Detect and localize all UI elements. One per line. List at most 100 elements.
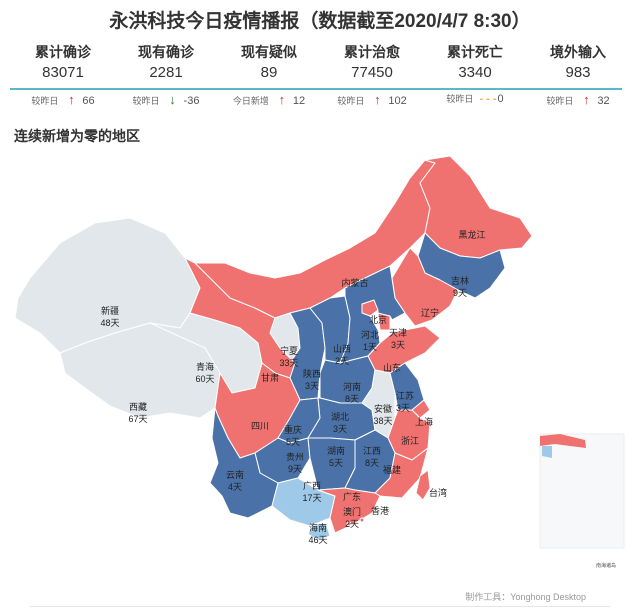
- divider: [10, 88, 622, 90]
- label-shanxi-name: 山西: [333, 344, 351, 354]
- stat-label: 累计治愈: [344, 44, 400, 60]
- label-zhejiang-name: 浙江: [401, 435, 419, 446]
- label-shaanxi-name: 陕西: [303, 368, 321, 379]
- stat-value: 77450: [351, 64, 393, 81]
- delta-label: 较昨日: [546, 96, 574, 106]
- region-macau[interactable]: [346, 521, 352, 527]
- label-ningxia-days: 33天: [279, 358, 298, 368]
- credit-text: 制作工具：Yonghong Desktop: [465, 592, 586, 602]
- label-qinghai-days: 60天: [195, 374, 214, 384]
- region-fujian[interactable]: [374, 447, 429, 499]
- delta-value: 12: [292, 95, 306, 107]
- delta-label: 较昨日: [337, 96, 365, 106]
- label-inner-mongolia-name: 内蒙古: [341, 277, 368, 288]
- page-title: 永洪科技今日疫情播报（数据截至2020/4/7 8:30）: [109, 11, 531, 32]
- label-anhui-days: 38天: [373, 416, 392, 426]
- label-guangxi-days: 17天: [302, 493, 321, 503]
- inset-coast-blue: [542, 446, 552, 458]
- stat-delta: 较昨日 ↑ 102: [321, 92, 423, 107]
- region-hainan[interactable]: [307, 522, 331, 541]
- bottom-divider: [30, 606, 610, 607]
- label-macau-name: 澳门: [343, 506, 361, 517]
- stat-label: 累计确诊: [35, 44, 91, 60]
- stat-label: 境外输入: [550, 44, 606, 60]
- label-anhui-name: 安徽: [374, 403, 392, 414]
- stats-bar: 累计确诊 83071 较昨日 ↑ 66 现有确诊 2281 较昨日 ↓ -36 现有疑似…: [12, 40, 628, 110]
- stat-delta: 较昨日 - - -0: [424, 92, 526, 105]
- label-shaanxi-days: 3天: [305, 381, 319, 391]
- stat-cured: 累计治愈 77450 较昨日 ↑ 102: [321, 40, 423, 110]
- stat-delta: 较昨日 ↑ 66: [12, 92, 114, 107]
- arrow-up-icon: ↑: [278, 92, 286, 107]
- label-tibet-name: 西藏: [129, 401, 147, 412]
- label-hebei-name: 河北: [361, 329, 379, 340]
- stat-imported: 境外输入 983 较昨日 ↑ 32: [527, 40, 629, 110]
- stat-value: 983: [565, 64, 591, 81]
- label-henan-days: 8天: [345, 394, 359, 404]
- delta-label: 较昨日: [446, 94, 474, 104]
- stat-label: 现有疑似: [241, 44, 297, 60]
- label-hongkong-name: 香港: [371, 505, 389, 516]
- label-qinghai-name: 青海: [196, 361, 214, 372]
- stat-current-confirmed: 现有确诊 2281 较昨日 ↓ -36: [115, 40, 217, 110]
- label-xinjiang-name: 新疆: [101, 305, 119, 316]
- label-ningxia-name: 宁夏: [280, 345, 298, 356]
- label-beijing-name: 北京: [369, 314, 387, 325]
- inset-label: 南海诸岛: [596, 563, 617, 569]
- label-tianjin-days: 3天: [391, 340, 405, 350]
- label-jilin-days: 9天: [453, 288, 467, 298]
- stat-label: 累计死亡: [447, 44, 503, 60]
- label-jiangsu-days: 3天: [396, 403, 410, 413]
- label-sichuan-name: 四川: [251, 421, 269, 431]
- label-yunnan-days: 4天: [228, 482, 242, 492]
- label-shanxi-days: 2天: [335, 356, 349, 366]
- label-heilongjiang-name: 黑龙江: [458, 229, 485, 240]
- label-guangxi-name: 广西: [303, 480, 321, 491]
- label-chongqing-name: 重庆: [284, 424, 302, 435]
- stat-label: 现有确诊: [138, 44, 194, 60]
- delta-value: 0: [497, 93, 504, 105]
- region-guangdong[interactable]: [317, 487, 381, 534]
- label-tianjin-name: 天津: [389, 328, 407, 338]
- label-liaoning-name: 辽宁: [421, 307, 439, 318]
- label-hunan-days: 5天: [329, 458, 343, 468]
- stat-deaths: 累计死亡 3340 较昨日 - - -0: [424, 40, 526, 110]
- china-map: 新疆 48天 西藏 67天 青海 60天 甘肃 宁夏 33天 内蒙古 黑龙江 吉…: [14, 155, 625, 549]
- region-taiwan[interactable]: [415, 469, 431, 501]
- delta-label: 较昨日: [132, 96, 160, 106]
- stat-value: 83071: [42, 64, 84, 81]
- arrow-up-icon: ↑: [68, 92, 75, 107]
- region-hebei[interactable]: [339, 265, 406, 364]
- stat-value: 3340: [458, 64, 492, 81]
- map-section-title: 连续新增为零的地区: [14, 128, 140, 144]
- label-hainan-name: 海南: [309, 522, 327, 533]
- label-hubei-days: 3天: [333, 424, 347, 434]
- delta-value: 66: [82, 95, 95, 107]
- arrow-up-icon: ↑: [374, 92, 381, 107]
- stat-delta: 今日新增 ↑ 12: [218, 92, 320, 107]
- label-hubei-name: 湖北: [331, 412, 349, 422]
- label-gansu-name: 甘肃: [261, 372, 279, 383]
- label-chongqing-days: 5天: [286, 437, 300, 447]
- stat-suspected: 现有疑似 89 今日新增 ↑ 12: [218, 40, 320, 110]
- label-yunnan-name: 云南: [226, 469, 244, 480]
- delta-value: -36: [183, 95, 200, 107]
- region-hongkong[interactable]: [359, 517, 365, 523]
- label-tibet-days: 67天: [128, 414, 147, 424]
- delta-value: 102: [388, 95, 407, 107]
- region-heilongjiang[interactable]: [419, 155, 533, 259]
- stat-delta: 较昨日 ↑ 32: [527, 92, 629, 107]
- region-anhui[interactable]: [361, 369, 396, 439]
- label-taiwan-name: 台湾: [429, 487, 447, 498]
- label-jiangxi-name: 江西: [363, 446, 381, 456]
- delta-value: 32: [597, 95, 610, 107]
- label-shanghai-name: 上海: [415, 416, 433, 427]
- stat-total-confirmed: 累计确诊 83071 较昨日 ↑ 66: [12, 40, 114, 110]
- inset-coast: [540, 434, 586, 448]
- stat-value: 89: [260, 64, 278, 81]
- label-hebei-days: 1天: [363, 342, 377, 352]
- label-guizhou-days: 9天: [288, 464, 302, 474]
- stat-value: 2281: [149, 64, 183, 81]
- delta-label: 今日新增: [232, 96, 269, 106]
- label-xinjiang-days: 48天: [100, 318, 119, 328]
